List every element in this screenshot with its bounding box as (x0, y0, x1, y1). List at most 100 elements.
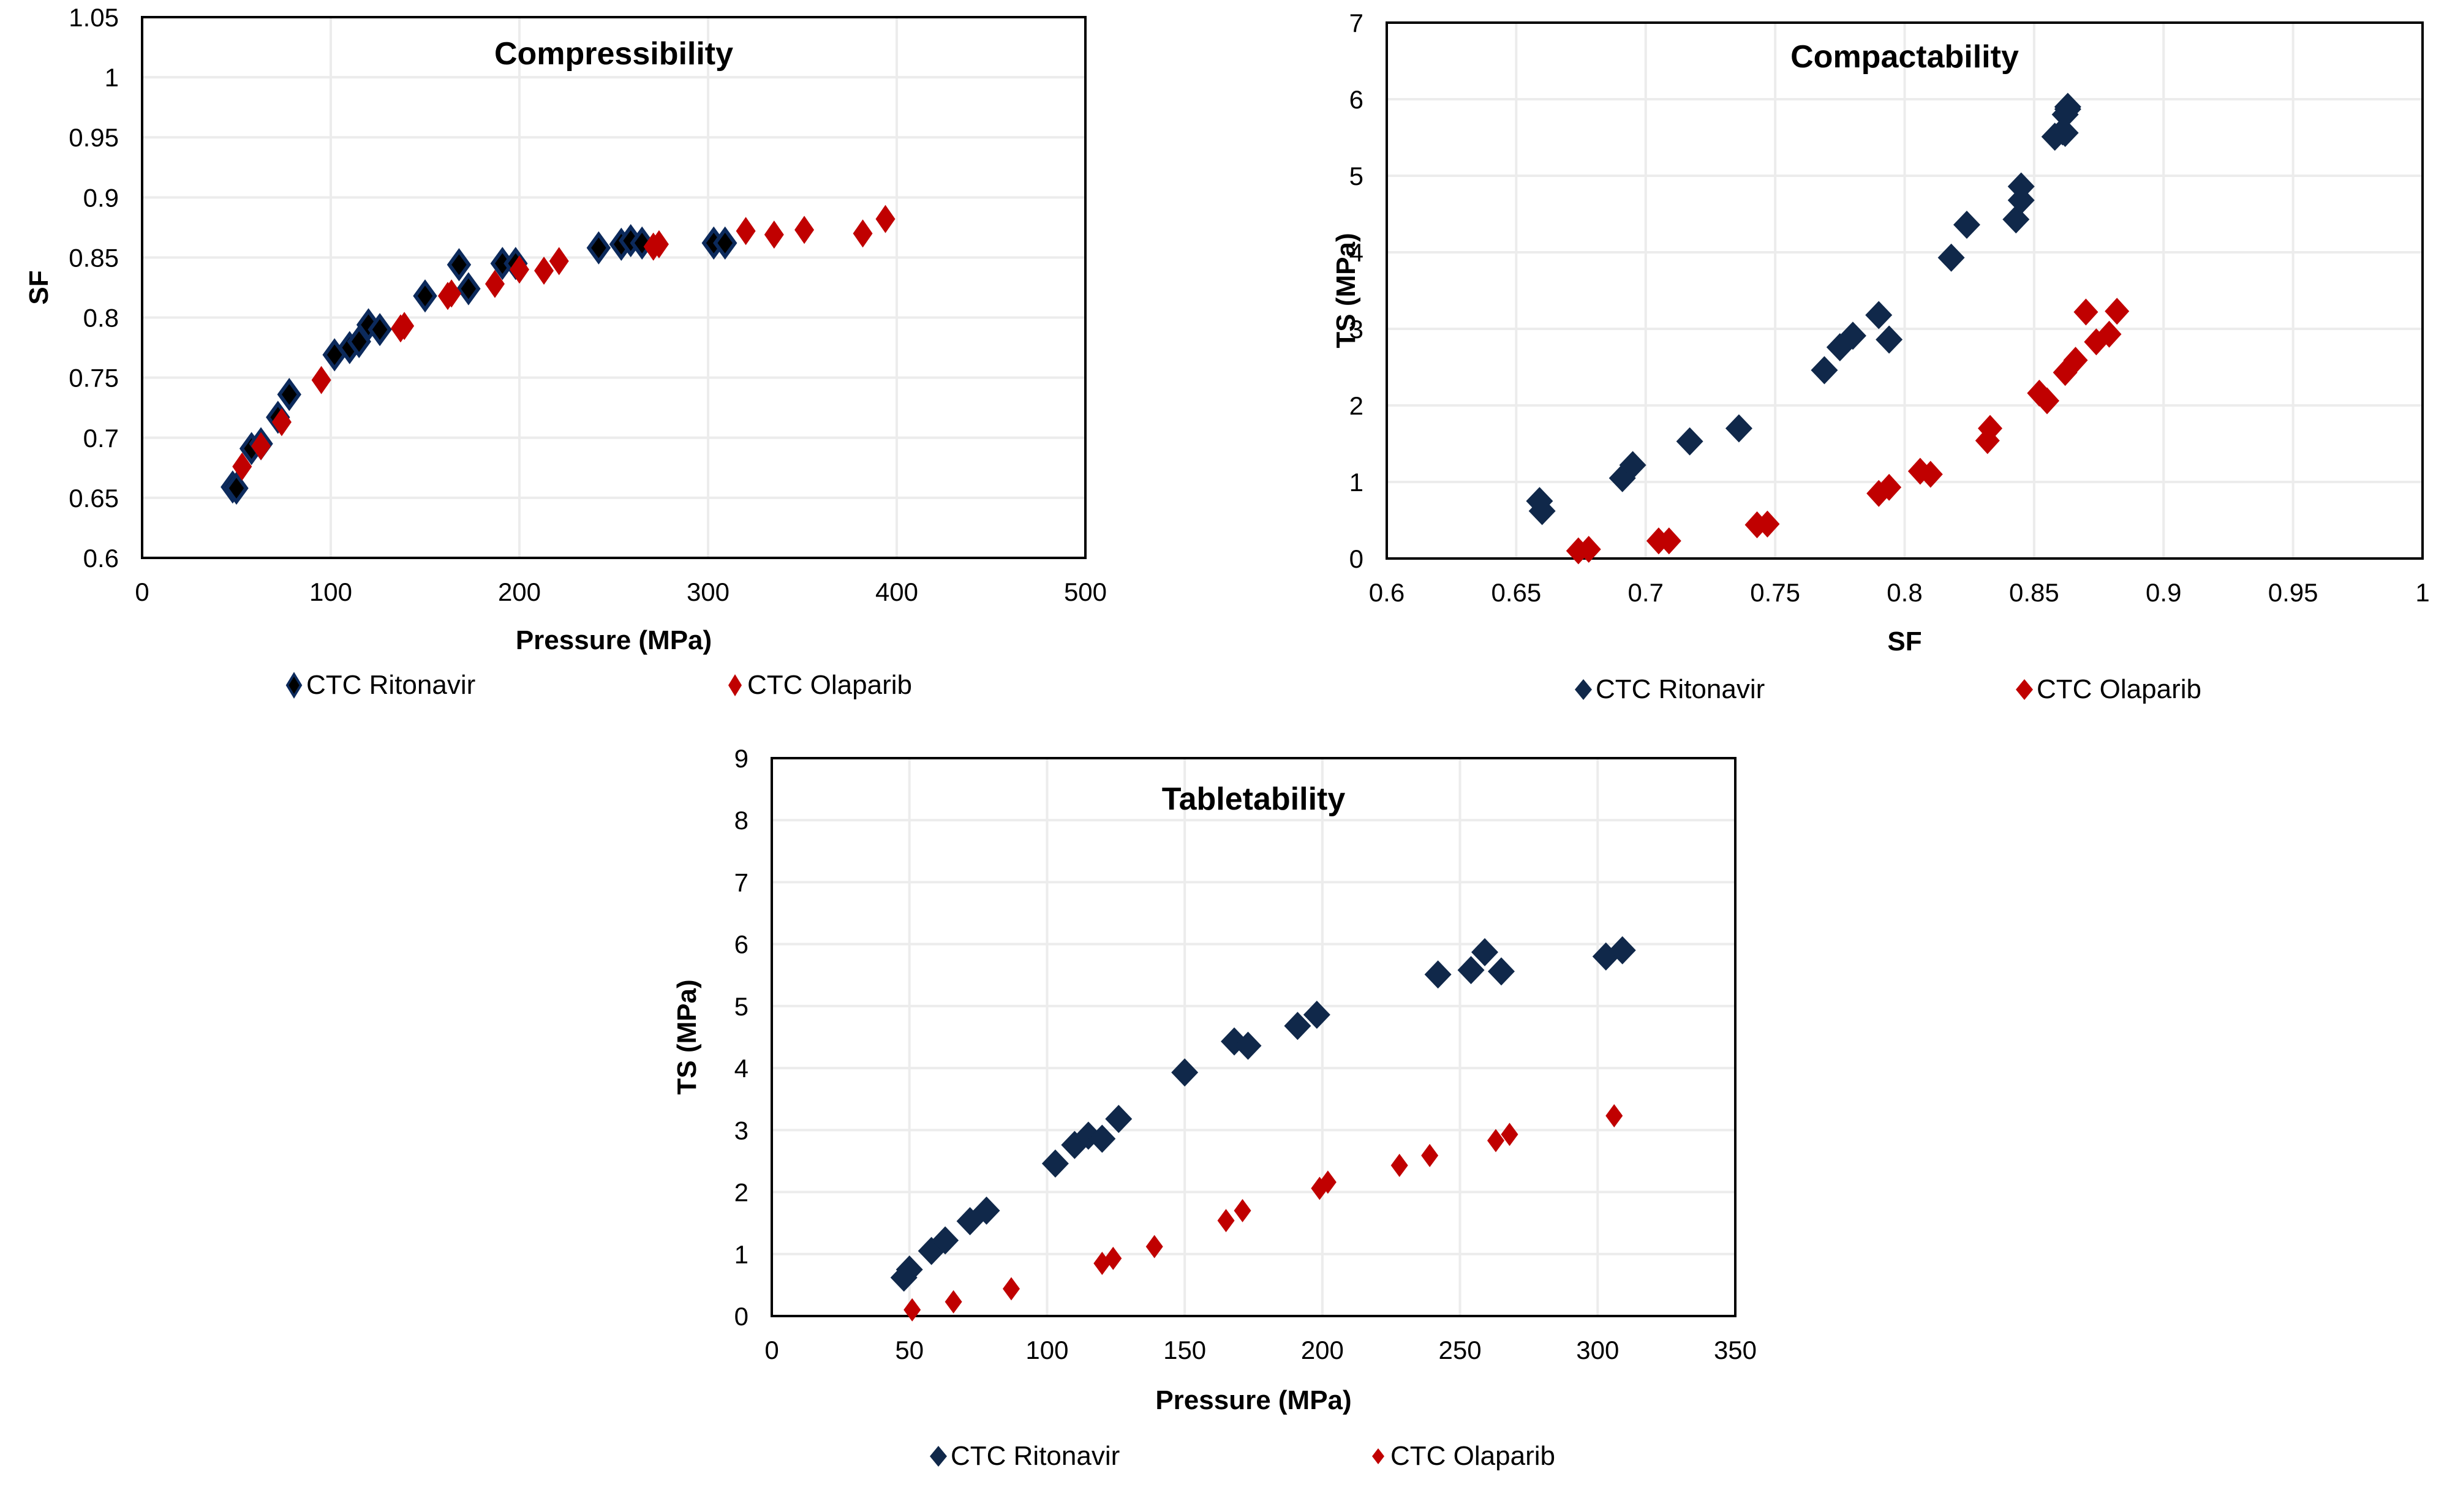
ritonavir-point (447, 248, 472, 282)
olaparib-point (2073, 298, 2099, 326)
ritonavir-point (1171, 1058, 1199, 1087)
olaparib-point (875, 205, 896, 233)
olaparib-point (2097, 320, 2122, 348)
y-tick-labels: 0 1 2 3 4 5 6 7 (1349, 9, 1363, 573)
ritonavir-point (1234, 1031, 1262, 1060)
ritonavir-point (1487, 957, 1515, 986)
y-axis-title: TS (MPa) (1331, 233, 1361, 348)
y-tick-label: 0.9 (83, 183, 119, 212)
legend-label-ritonavir: CTC Ritonavir (306, 670, 475, 700)
chart-title: Compactability (1790, 39, 2019, 75)
ritonavir-point (630, 226, 654, 260)
x-tick-label: 0.95 (2268, 578, 2318, 607)
x-tick-label: 100 (309, 577, 352, 606)
x-tick-label: 0.85 (2009, 578, 2059, 607)
x-tick-label: 1 (2415, 578, 2429, 607)
ritonavir-point (1865, 301, 1893, 329)
chart-title: Tabletability (1162, 781, 1346, 817)
y-tick-labels: 0.6 0.65 0.7 0.75 0.8 0.85 0.9 0.95 1 1.05 (69, 3, 119, 573)
x-tick-label: 300 (1576, 1336, 1619, 1364)
ritonavir-point (1041, 1149, 1069, 1178)
olaparib-point (1234, 1198, 1251, 1222)
x-tick-labels: 0 100 200 300 400 500 (135, 577, 1107, 606)
legend-marker-olaparib (728, 674, 742, 696)
grid-lines (1387, 23, 2423, 559)
legend-marker-ritonavir (285, 672, 303, 699)
chart-title: Compressibility (494, 36, 733, 72)
x-tick-labels: 0 50 100 150 200 250 300 350 (764, 1336, 1757, 1364)
ritonavir-point (586, 231, 611, 265)
ritonavir-point (1619, 451, 1646, 480)
ritonavir-point (1676, 427, 1703, 456)
olaparib-point (394, 312, 415, 340)
olaparib-point (534, 257, 554, 285)
legend-label-olaparib: CTC Olaparib (2037, 674, 2201, 704)
x-tick-label: 200 (1301, 1336, 1344, 1364)
olaparib-point (1605, 1104, 1623, 1128)
ritonavir-point (2007, 172, 2035, 201)
x-tick-label: 0.7 (1628, 578, 1664, 607)
ritonavir-point (1953, 211, 1980, 239)
olaparib-point (1978, 415, 2003, 442)
y-tick-label: 0.95 (69, 123, 119, 152)
olaparib-point (649, 230, 669, 258)
x-tick-labels: 0.6 0.65 0.7 0.75 0.8 0.85 0.9 0.95 1 (1369, 578, 2430, 607)
x-tick-label: 400 (875, 577, 918, 606)
x-tick-label: 0.9 (2146, 578, 2181, 607)
legend-label-olaparib: CTC Olaparib (747, 670, 912, 700)
ritonavir-point (1839, 322, 1866, 350)
olaparib-point (510, 255, 529, 284)
olaparib-point (903, 1298, 921, 1322)
y-tick-labels: 0 1 2 3 4 5 6 7 8 9 (734, 744, 749, 1331)
y-tick-label: 6 (1349, 85, 1363, 114)
compressibility-chart: 0 100 200 300 400 500 0.60.650.70.750.80.850.… (24, 3, 1107, 700)
y-tick-label: 0.75 (69, 364, 119, 393)
plot-frame (1386, 21, 2424, 560)
ritonavir-point (277, 378, 301, 412)
olaparib-point (1421, 1143, 1439, 1167)
y-tick-label: 8 (734, 806, 749, 835)
x-axis-title: Pressure (MPa) (516, 625, 712, 655)
y-tick-label: 3 (1349, 315, 1363, 344)
legend-marker-olaparib (2016, 679, 2033, 700)
olaparib-point (1576, 536, 1601, 563)
ritonavir-point (1811, 356, 1838, 385)
ritonavir-point (1528, 497, 1556, 525)
olaparib-point (794, 216, 815, 244)
ritonavir-point (1608, 936, 1636, 965)
ritonavir-point (1105, 1105, 1133, 1134)
y-tick-label: 3 (734, 1116, 749, 1145)
x-tick-label: 0 (135, 577, 149, 606)
olaparib-point (1877, 473, 1902, 501)
legend-label-ritonavir: CTC Ritonavir (951, 1441, 1120, 1471)
ritonavir-point (1471, 938, 1499, 966)
olaparib-point (2105, 298, 2130, 325)
x-tick-label: 350 (1714, 1336, 1757, 1364)
grid-lines (142, 17, 1085, 558)
olaparib-point (1104, 1246, 1122, 1270)
ritonavir-point (932, 1226, 959, 1255)
ritonavir-point (713, 226, 737, 260)
tabletability-chart: 0 50 100 150 200 250 300 350 0 1 2 3 4 5 6 7 8 9 Tableta… (672, 744, 1757, 1471)
ritonavir-point (224, 472, 249, 505)
olaparib-point (1003, 1277, 1020, 1301)
x-tick-label: 300 (687, 577, 730, 606)
ritonavir-point (2054, 92, 2081, 121)
ritonavir-point (1457, 956, 1485, 985)
y-tick-label: 5 (734, 992, 749, 1021)
legend-marker-olaparib (1372, 1448, 1384, 1464)
data-points (1526, 92, 2130, 565)
olaparib-point (485, 269, 505, 298)
y-tick-label: 9 (734, 744, 749, 773)
y-tick-label: 1 (1349, 468, 1363, 497)
ritonavir-point (973, 1196, 1000, 1225)
x-tick-label: 0.75 (1750, 578, 1800, 607)
y-tick-label: 0.65 (69, 484, 119, 513)
legend: CTC Ritonavir CTC Olaparib (930, 1441, 1555, 1471)
data-points (890, 936, 1636, 1322)
y-tick-label: 5 (1349, 162, 1363, 190)
y-axis-title: TS (MPa) (672, 979, 702, 1094)
x-tick-label: 150 (1163, 1336, 1206, 1364)
ritonavir-point (1424, 960, 1452, 989)
ritonavir-point (1725, 414, 1752, 443)
